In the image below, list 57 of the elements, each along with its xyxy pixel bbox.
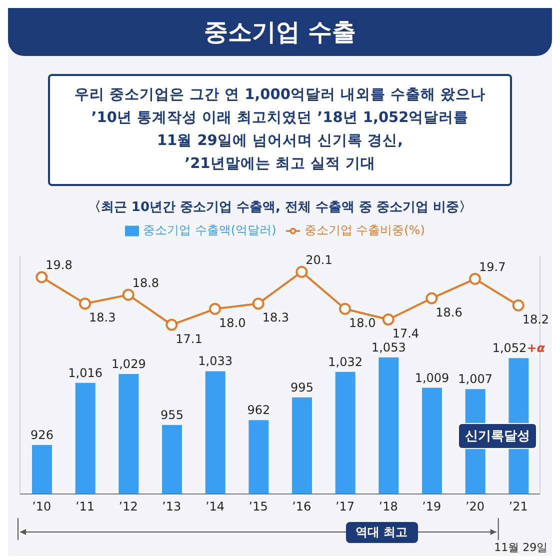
point (339, 302, 351, 315)
legend-label: 중소기업 수출비중(%) (304, 223, 425, 237)
annotation: +α (526, 341, 546, 356)
data-label: 19.7 (479, 260, 506, 274)
x-tick-label: ’20 (465, 500, 485, 514)
point (79, 298, 91, 310)
data-label: 17.4 (392, 326, 420, 340)
x-tick-label: ’18 (378, 500, 398, 514)
data-label: 18.8 (132, 276, 160, 290)
data-label: 18.6 (436, 305, 462, 320)
data-label: 995 (290, 380, 314, 394)
point (382, 313, 394, 326)
data-label: 18.0 (349, 316, 376, 330)
x-tick-label: ’17 (335, 500, 355, 514)
data-label: 955 (160, 408, 184, 422)
x-tick-label: ’11 (75, 500, 95, 514)
x-tick-label: ’21 (508, 500, 528, 514)
text: 11월 29일 (494, 540, 548, 555)
x-tick-label: ’13 (162, 500, 182, 514)
point (469, 272, 481, 285)
x-tick-label: ’10 (32, 500, 52, 514)
data-label: 18.3 (89, 310, 116, 325)
x-tick-label: ’14 (205, 500, 225, 514)
text: 〈최근 10년간 중소기업 수출액, 전체 수출액 중 중소기업 비중〉 (86, 199, 474, 216)
data-label: 18.3 (262, 310, 290, 325)
point (166, 318, 178, 331)
x-tick-label: ’15 (248, 500, 268, 514)
data-label: 1,009 (414, 370, 450, 385)
data-label: 926 (30, 428, 54, 442)
point (296, 266, 308, 278)
point (252, 298, 264, 310)
data-label: 18.0 (219, 316, 246, 330)
data-label: 20.1 (306, 252, 332, 267)
legend-label: 중소기업 수출액(억달러) (143, 223, 276, 237)
data-label: 1,033 (198, 354, 233, 368)
data-label: 1,007 (458, 372, 493, 386)
data-label: 1,029 (111, 356, 146, 371)
data-label: 17.1 (176, 332, 202, 346)
point (209, 302, 221, 315)
x-tick-label: ’16 (292, 500, 312, 514)
chart-title: 중소기업 수출 (8, 8, 552, 56)
data-label: 1,052 (492, 341, 527, 356)
point (36, 271, 48, 284)
point (426, 292, 438, 304)
data-label: 18.2 (522, 312, 550, 326)
data-label: 1,032 (328, 354, 363, 369)
data-label: 1,053 (371, 340, 406, 354)
data-label: 1,016 (68, 366, 103, 380)
text: 역대 최고 (346, 522, 418, 543)
x-tick-label: ’19 (422, 500, 442, 514)
chart-subtitle: 우리 중소기업은 그간 연 1,000억달러 내외를 수출해 왔으나 ’10년 통계작성 이래 최고치였던 ’18년 1,052억달러를 11월 29일에 넘어서며 신기록 경신, ’21년말에는 최고 실적 기대 (48, 74, 512, 186)
x-tick-label: ’12 (118, 500, 138, 514)
annotation: 신기록달성 (458, 423, 538, 449)
point (512, 299, 524, 312)
data-label: 19.8 (46, 258, 72, 272)
point (122, 288, 134, 301)
data-label: 962 (247, 403, 270, 418)
